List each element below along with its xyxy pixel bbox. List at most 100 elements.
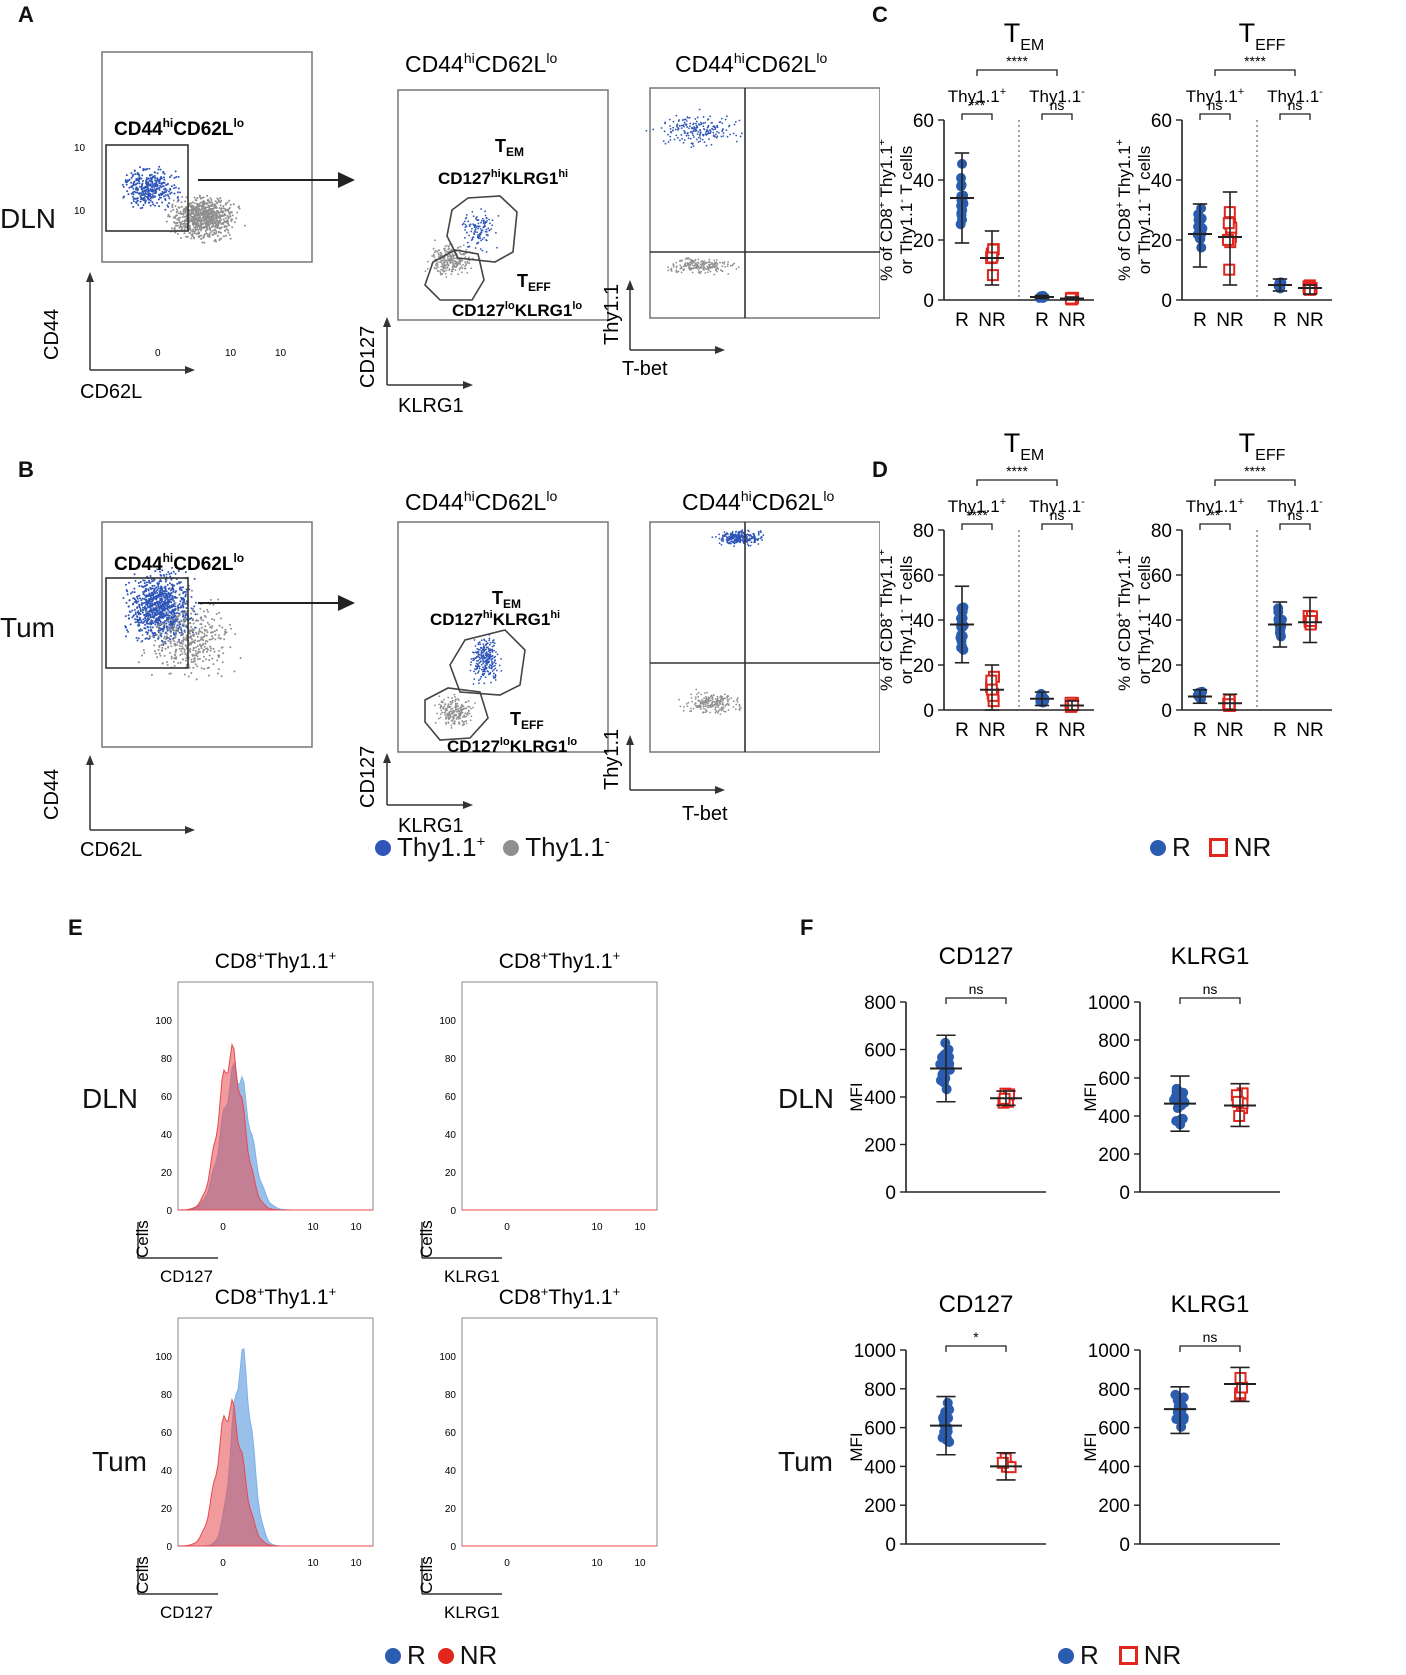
flow-event: [708, 704, 710, 707]
flow-event: [145, 182, 148, 185]
flow-event: [158, 590, 161, 593]
flow-event: [442, 701, 444, 704]
flow-event: [167, 609, 170, 612]
flow-event: [459, 245, 462, 248]
flow-event: [198, 216, 201, 219]
flow-event: [708, 258, 711, 261]
flow-event: [224, 229, 227, 232]
flow-event: [166, 633, 169, 636]
flow-event: [490, 228, 492, 230]
flow-event: [726, 265, 729, 268]
x-label-r: R: [955, 720, 969, 741]
flow-event: [478, 665, 481, 668]
flow-event: [200, 237, 203, 240]
flow-event: [159, 614, 162, 617]
flow-event: [714, 133, 717, 136]
flow-event: [710, 705, 713, 708]
flow-event: [159, 184, 162, 187]
flow-event: [146, 168, 149, 171]
flow-event: [154, 623, 157, 626]
flow-event: [205, 214, 208, 217]
flow-event: [173, 600, 176, 603]
hist-x-tick: 10: [350, 1558, 362, 1569]
flow-event: [455, 714, 457, 717]
flow-event: [143, 189, 146, 192]
flow-event: [451, 253, 454, 255]
flow-event: [190, 658, 193, 661]
flow-event: [495, 669, 498, 672]
flow-event: [444, 261, 447, 263]
flow-event: [204, 640, 207, 643]
flow-event: [158, 582, 161, 585]
plot-title-a2: CD44hiCD62Llo: [405, 50, 557, 77]
flow-event: [444, 707, 447, 710]
flow-event: [127, 614, 130, 617]
flow-event: [457, 705, 460, 707]
flow-event: [170, 588, 173, 591]
flow-event: [447, 259, 450, 262]
flow-event: [126, 593, 129, 596]
plot-title-b3: CD44hiCD62Llo: [682, 488, 834, 515]
flow-event: [750, 541, 753, 544]
flow-event: [708, 261, 711, 264]
flow-event: [204, 221, 207, 224]
flow-event: [213, 650, 216, 653]
hist-y-label: Cells: [133, 1220, 152, 1258]
flow-event: [167, 602, 170, 605]
flow-event: [482, 670, 484, 673]
flow-event: [139, 200, 142, 203]
flow-event: [227, 229, 230, 232]
flow-event: [453, 264, 456, 267]
flow-event: [206, 631, 209, 634]
flow-event: [434, 239, 436, 242]
data-point-r: [1176, 1400, 1187, 1411]
flow-plot-a3: CD44hiCD62Llo Thy1.1 T-bet: [601, 50, 880, 380]
flow-event: [221, 214, 224, 217]
flow-event: [461, 253, 464, 256]
flow-event: [703, 141, 706, 144]
data-point-r: [1176, 1421, 1187, 1432]
flow-event: [484, 214, 487, 217]
flow-event: [151, 201, 154, 204]
flow-event: [194, 626, 197, 629]
flow-event: [151, 616, 154, 619]
flow-event: [142, 590, 145, 593]
flow-event: [171, 610, 174, 613]
flow-event: [176, 218, 179, 221]
chart-title: CD127: [939, 1291, 1014, 1318]
flow-event: [438, 249, 441, 252]
flow-event: [693, 126, 696, 128]
flow-event: [182, 614, 185, 617]
flow-event: [170, 210, 173, 213]
hist-x-label: KLRG1: [444, 1267, 500, 1286]
flow-event: [155, 180, 158, 183]
flow-event: [450, 248, 453, 251]
flow-event: [159, 620, 162, 623]
flow-event: [199, 617, 202, 620]
flow-event: [725, 129, 728, 132]
flow-event: [178, 602, 181, 605]
flow-event: [189, 622, 192, 625]
flow-event: [732, 132, 735, 135]
row-label-dln: DLN: [0, 203, 57, 234]
flow-event: [484, 670, 486, 673]
flow-event: [202, 196, 205, 199]
flow-event: [476, 664, 479, 667]
flow-event: [699, 140, 702, 143]
flow-event: [156, 605, 159, 608]
flow-event: [205, 211, 208, 214]
flow-event: [155, 590, 158, 593]
flow-event: [727, 538, 730, 541]
flow-event: [451, 259, 454, 262]
flow-event: [200, 229, 203, 232]
flow-event: [140, 601, 143, 604]
flow-event: [168, 197, 171, 200]
y-tick-label: 200: [1098, 1145, 1130, 1166]
flow-event: [734, 535, 737, 538]
flow-event: [159, 601, 162, 604]
flow-event: [485, 646, 488, 649]
flow-event: [724, 693, 726, 696]
flow-event: [176, 643, 179, 646]
flow-event: [702, 703, 705, 706]
flow-event: [130, 202, 133, 205]
